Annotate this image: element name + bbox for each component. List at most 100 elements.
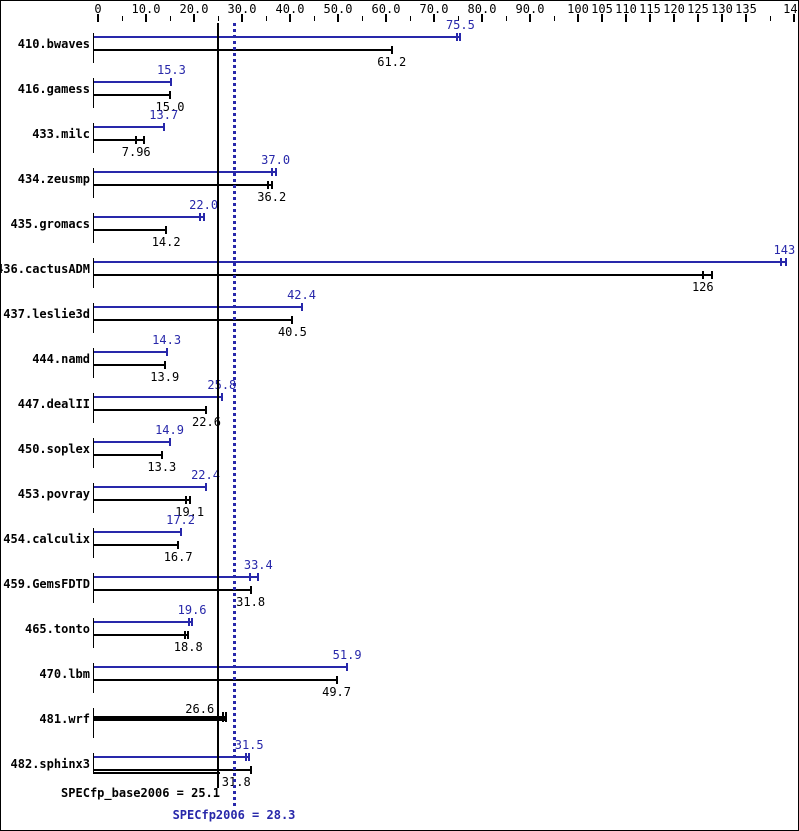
x-axis-tick-label: 70.0: [419, 2, 449, 16]
benchmark-label: 459.GemsFDTD: [3, 577, 90, 591]
base-value-label: 40.5: [277, 325, 307, 339]
peak-bar: [94, 531, 181, 533]
base-value-label: 13.3: [147, 460, 177, 474]
peak-value-label: 14.9: [155, 423, 184, 437]
x-axis-tick-label: 105: [591, 2, 613, 16]
x-axis-major-tick: [433, 14, 435, 22]
base-value-label: 14.2: [151, 235, 181, 249]
x-axis-major-tick: [601, 14, 603, 22]
base-value-label: 126: [691, 280, 714, 294]
peak-run-tick: [162, 123, 165, 131]
x-axis-major-tick: [193, 14, 195, 22]
base-value-label: 16.7: [163, 550, 193, 564]
peak-run-tick: [220, 393, 223, 401]
base-bar: [94, 499, 190, 501]
row-axis-rule: [93, 348, 94, 378]
peak-run-tick: [300, 303, 303, 311]
benchmark-label: 434.zeusmp: [17, 172, 90, 186]
benchmark-label: 416.gamess: [17, 82, 90, 96]
merged-bar: [94, 716, 226, 721]
base-value-label: 26.6: [185, 702, 215, 716]
benchmark-label: 470.lbm: [39, 667, 90, 681]
x-axis-tick-label: 120: [663, 2, 685, 16]
peak-value-label: 42.4: [287, 288, 316, 302]
base-bar: [94, 274, 713, 276]
peak-value-label: 51.9: [332, 648, 362, 662]
benchmark-label: 453.povray: [17, 487, 90, 501]
x-axis-tick-label: 130: [711, 2, 733, 16]
base-run-tick: [390, 46, 393, 54]
peak-bar: [94, 666, 348, 668]
peak-mean-line: [232, 23, 236, 807]
x-axis-minor-tick: [770, 16, 771, 21]
base-value-label: 7.96: [121, 145, 151, 159]
base-value-label: 22.6: [192, 415, 221, 429]
peak-run-tick: [187, 618, 190, 626]
x-axis-minor-tick: [554, 16, 555, 21]
base-run-tick: [187, 631, 190, 639]
x-axis-tick-label: 125: [687, 2, 709, 16]
x-axis-major-tick: [529, 14, 531, 22]
peak-run-tick: [271, 168, 274, 176]
base-value-label: 31.8: [221, 775, 251, 789]
x-axis-major-tick: [97, 14, 99, 22]
base-value-label: 13.9: [150, 370, 180, 384]
peak-bar: [94, 351, 167, 353]
base-value-label: 19.1: [175, 505, 205, 519]
x-axis-minor-tick: [170, 16, 171, 21]
peak-run-tick: [248, 753, 251, 761]
base-value-label: 36.2: [257, 190, 287, 204]
peak-bar: [94, 441, 170, 443]
peak-run-tick: [199, 213, 202, 221]
peak-bar: [94, 81, 172, 83]
base-run-tick: [249, 586, 252, 594]
x-axis-major-tick: [673, 14, 675, 22]
peak-value-label: 31.5: [234, 738, 264, 752]
row-axis-rule: [93, 303, 94, 333]
peak-run-tick: [204, 483, 207, 491]
peak-value-label: 22.0: [189, 198, 219, 212]
x-axis-minor-tick: [266, 16, 267, 21]
x-axis-major-tick: [649, 14, 651, 22]
row-axis-rule: [93, 708, 94, 738]
base-value-label: 18.8: [173, 640, 203, 654]
row-axis-rule: [93, 753, 94, 774]
x-axis-tick-label: 115: [639, 2, 661, 16]
benchmark-label: 444.namd: [32, 352, 90, 366]
x-axis-major-tick: [385, 14, 387, 22]
peak-value-label: 19.6: [177, 603, 207, 617]
base-run-tick: [249, 766, 252, 774]
row-axis-rule: [93, 213, 94, 243]
x-axis-tick-label: 100: [567, 2, 589, 16]
peak-run-tick: [170, 78, 173, 86]
axis-baseline: [93, 772, 221, 774]
base-run-tick: [270, 181, 273, 189]
row-axis-rule: [93, 258, 94, 288]
base-run-tick: [165, 226, 168, 234]
base-value-label: 15.0: [155, 100, 185, 114]
benchmark-label: 410.bwaves: [17, 37, 90, 51]
peak-run-tick: [191, 618, 194, 626]
x-axis-major-tick: [577, 14, 579, 22]
row-axis-rule: [93, 573, 94, 603]
x-axis-tick-label: 50.0: [323, 2, 353, 16]
x-axis-major-tick: [721, 14, 723, 22]
x-axis-major-tick: [289, 14, 291, 22]
peak-bar: [94, 396, 222, 398]
base-run-tick: [185, 496, 188, 504]
row-axis-rule: [93, 33, 94, 63]
row-axis-rule: [93, 123, 94, 153]
base-bar: [94, 634, 189, 636]
base-run-tick: [335, 676, 338, 684]
benchmark-label: 482.sphinx3: [10, 757, 90, 771]
peak-value-label: 15.3: [156, 63, 186, 77]
peak-run-tick: [346, 663, 349, 671]
base-value-label: 61.2: [377, 55, 407, 69]
benchmark-label: 433.milc: [32, 127, 90, 141]
peak-value-label: 14.3: [152, 333, 182, 347]
base-run-tick: [169, 91, 171, 99]
peak-bar: [94, 126, 164, 128]
benchmark-label: 435.gromacs: [10, 217, 90, 231]
row-axis-rule: [93, 618, 94, 648]
peak-value-label: 37.0: [261, 153, 291, 167]
